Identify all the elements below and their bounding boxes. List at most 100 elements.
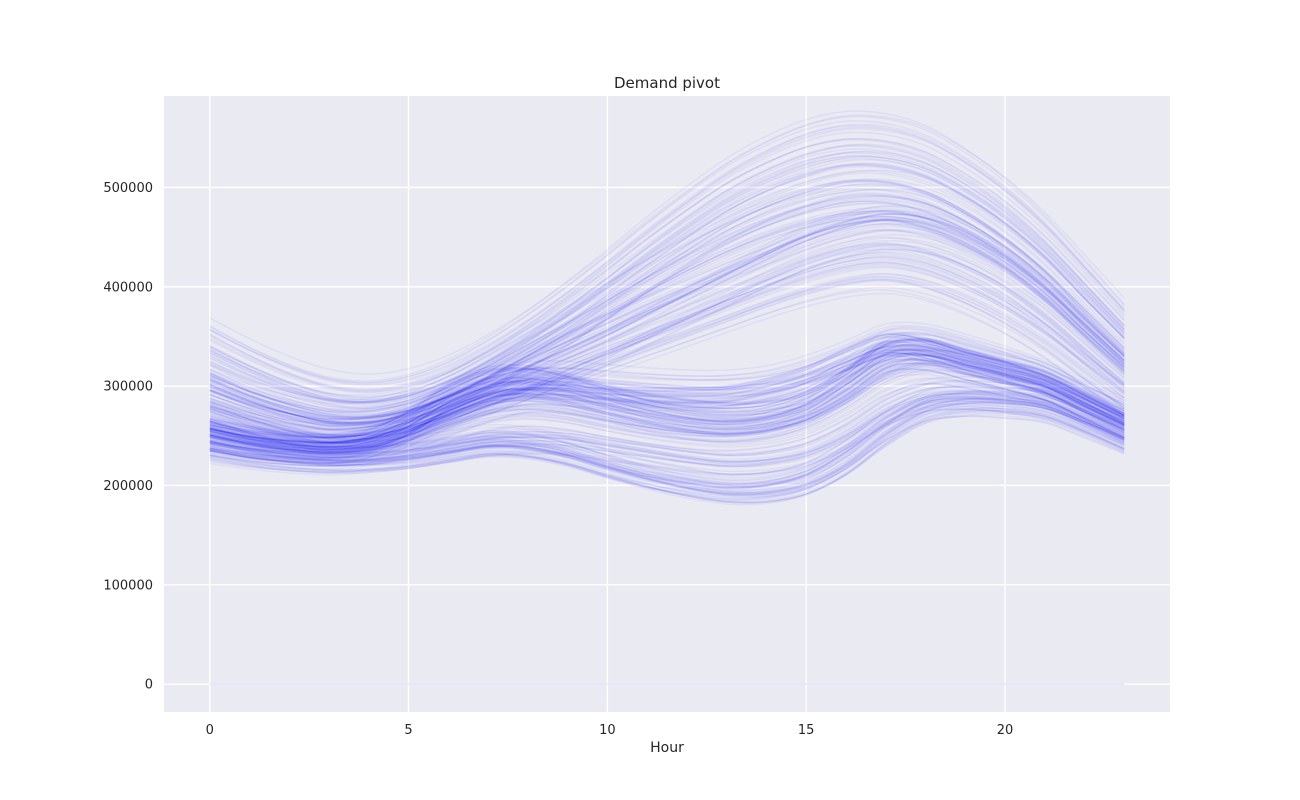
demand-line [209,275,1125,442]
demand-line [209,280,1125,450]
demand-line [209,163,1125,410]
demand-line [209,219,1125,426]
demand-line [209,336,1125,445]
demand-line [209,399,1125,495]
demand-line [209,379,1125,455]
demand-line [209,254,1125,453]
demand-line [209,331,1125,435]
demand-line [209,352,1125,450]
demand-line [209,237,1125,439]
demand-line [209,110,1125,382]
demand-line [209,362,1125,461]
demand-line [209,351,1125,455]
demand-line [209,368,1125,459]
demand-line [209,400,1125,468]
demand-line [209,390,1125,465]
demand-line [209,193,1125,425]
demand-line [209,126,1125,386]
demand-line [209,405,1125,476]
demand-line [209,339,1125,444]
demand-line [209,364,1125,455]
demand-line [209,346,1125,448]
demand-line [209,333,1125,443]
demand-line [209,155,1125,404]
y-tick-label: 400000 [103,280,153,295]
demand-line [209,276,1125,444]
demand-line [209,243,1125,441]
demand-line [209,358,1125,458]
demand-line [209,137,1125,392]
demand-line [209,209,1125,421]
demand-line [209,348,1125,453]
demand-line [209,343,1125,444]
demand-line [209,402,1125,489]
demand-line [209,222,1125,429]
demand-line [209,359,1125,450]
demand-line [209,337,1125,442]
demand-line [209,345,1125,449]
demand-line [209,248,1125,444]
demand-line [209,239,1125,440]
demand-line [209,263,1125,434]
demand-line [209,401,1125,495]
y-tick-labels: 0 100000 200000 300000 400000 500000 [103,181,153,693]
demand-line [209,398,1125,468]
demand-line [209,355,1125,454]
demand-line [209,286,1125,449]
demand-line [209,158,1125,404]
demand-line [209,333,1125,443]
demand-line [209,194,1125,424]
demand-line [209,340,1125,448]
demand-line [209,265,1125,439]
demand-line [209,273,1125,444]
demand-line [209,384,1125,476]
y-tick-label: 300000 [103,380,153,395]
demand-line [209,391,1125,486]
demand-line [209,338,1125,446]
demand-line [209,324,1125,430]
demand-line [209,402,1125,500]
demand-line [209,137,1125,394]
demand-line [209,213,1125,427]
demand-line [209,344,1125,444]
demand-line [209,344,1125,444]
demand-line [209,392,1125,463]
demand-line [209,368,1125,465]
demand-line [209,347,1125,459]
demand-line [209,380,1125,457]
demand-line [209,338,1125,443]
demand-line [209,228,1125,427]
demand-line [209,394,1125,485]
demand-line [209,131,1125,392]
demand-line [209,151,1125,401]
demand-line [209,205,1125,419]
demand-line [209,352,1125,448]
x-tick-label: 0 [206,723,214,738]
demand-line [209,353,1125,439]
demand-line [209,341,1125,448]
demand-line [209,344,1125,451]
demand-line [209,183,1125,419]
demand-line [209,392,1125,467]
demand-line [209,408,1125,476]
demand-line [209,353,1125,453]
demand-line [209,341,1125,444]
demand-line [209,336,1125,438]
demand-line [209,244,1125,436]
demand-line [209,215,1125,424]
demand-line [209,390,1125,463]
demand-line [209,213,1125,427]
demand-line [209,339,1125,438]
demand-line [209,407,1125,506]
demand-line [209,354,1125,451]
demand-line [209,359,1125,454]
demand-line [209,331,1125,439]
y-tick-label: 100000 [103,578,153,593]
demand-line [209,362,1125,454]
demand-line [209,169,1125,403]
demand-line [209,172,1125,416]
demand-line [209,210,1125,419]
demand-line [209,165,1125,405]
demand-line [209,333,1125,442]
